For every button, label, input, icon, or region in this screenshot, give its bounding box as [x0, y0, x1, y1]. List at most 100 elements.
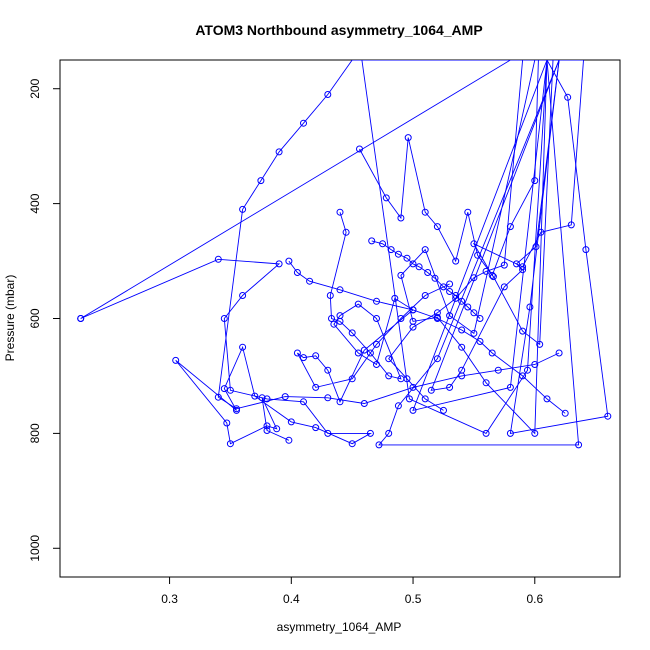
data-point	[336, 286, 344, 294]
data-point	[385, 372, 393, 380]
data-point	[385, 355, 393, 363]
x-tick-label: 0.4	[283, 592, 300, 606]
series-line	[297, 212, 450, 403]
data-point	[604, 412, 612, 420]
data-point	[452, 292, 460, 299]
data-point	[348, 375, 356, 383]
data-point	[263, 422, 271, 430]
data-point	[223, 419, 231, 427]
data-point	[348, 440, 356, 448]
data-point	[273, 425, 281, 433]
data-point	[342, 228, 350, 236]
data-point	[409, 323, 417, 331]
data-point	[324, 394, 332, 402]
data-point	[312, 352, 320, 360]
data-point	[293, 269, 301, 276]
data-point	[226, 386, 234, 394]
data-point	[433, 355, 441, 363]
y-axis-label: Pressure (mbar)	[3, 275, 17, 362]
data-point	[328, 315, 335, 322]
data-point	[233, 405, 240, 413]
data-point	[489, 273, 497, 281]
data-point	[326, 292, 334, 299]
data-point	[300, 119, 307, 127]
data-point	[275, 148, 283, 156]
x-tick-label: 0.6	[526, 592, 543, 606]
data-point	[474, 251, 482, 259]
data-point	[464, 303, 472, 311]
series-line	[288, 260, 566, 414]
data-point	[220, 315, 228, 322]
data-point	[220, 385, 228, 393]
data-point	[324, 429, 332, 437]
data-point	[375, 441, 383, 449]
data-point	[263, 427, 271, 434]
data-point	[397, 271, 405, 279]
data-point	[543, 395, 551, 403]
data-point	[214, 393, 222, 401]
data-point	[287, 418, 295, 426]
y-tick-label: 200	[28, 78, 42, 98]
data-point	[561, 409, 569, 417]
data-point	[336, 208, 344, 216]
data-point	[440, 406, 447, 414]
data-point	[387, 246, 395, 254]
data-point	[306, 277, 314, 285]
data-point	[421, 395, 429, 403]
data-point	[470, 274, 478, 282]
data-point	[409, 306, 417, 314]
data-point	[433, 315, 441, 322]
data-point	[285, 436, 293, 444]
data-point	[239, 292, 247, 299]
data-point	[405, 395, 413, 403]
data-point	[531, 361, 539, 368]
y-tick-label: 400	[28, 193, 42, 213]
series-line	[361, 60, 609, 446]
data-point	[519, 266, 527, 274]
data-point	[500, 261, 508, 269]
data-point	[488, 271, 496, 279]
data-point	[397, 214, 405, 222]
data-point	[476, 315, 484, 322]
data-point	[404, 134, 412, 142]
data-point	[258, 394, 266, 402]
x-axis: 0.3 0.4 0.5 0.6	[161, 576, 543, 606]
data-point	[500, 283, 508, 291]
data-point	[391, 294, 399, 302]
y-tick-label: 600	[28, 308, 42, 328]
x-tick-label: 0.5	[405, 592, 422, 606]
series-line	[80, 258, 373, 445]
data-point	[470, 329, 478, 337]
data-point	[421, 246, 429, 254]
data-point	[421, 292, 429, 299]
data-point	[564, 93, 572, 101]
data-point	[251, 392, 259, 400]
data-point	[415, 263, 423, 271]
data-point	[470, 309, 478, 317]
data-point	[526, 303, 534, 311]
data-point	[324, 91, 332, 98]
data-point	[354, 300, 362, 308]
data-point	[379, 240, 387, 248]
data-point	[537, 228, 545, 236]
data-point	[382, 194, 390, 202]
data-point	[440, 283, 447, 291]
data-point	[312, 383, 320, 391]
data-point	[214, 255, 222, 263]
data-point	[452, 257, 460, 265]
data-point	[77, 315, 85, 322]
data-point	[532, 243, 540, 251]
data-point	[409, 406, 417, 414]
data-point	[275, 260, 283, 268]
x-tick-label: 0.3	[161, 592, 178, 606]
data-point	[285, 257, 293, 265]
data-point	[555, 349, 563, 357]
data-point	[394, 402, 402, 410]
data-point	[482, 429, 490, 437]
data-point	[494, 366, 502, 374]
data-point	[427, 386, 435, 394]
data-point	[373, 297, 380, 305]
data-point	[519, 372, 527, 380]
data-point	[476, 338, 484, 345]
